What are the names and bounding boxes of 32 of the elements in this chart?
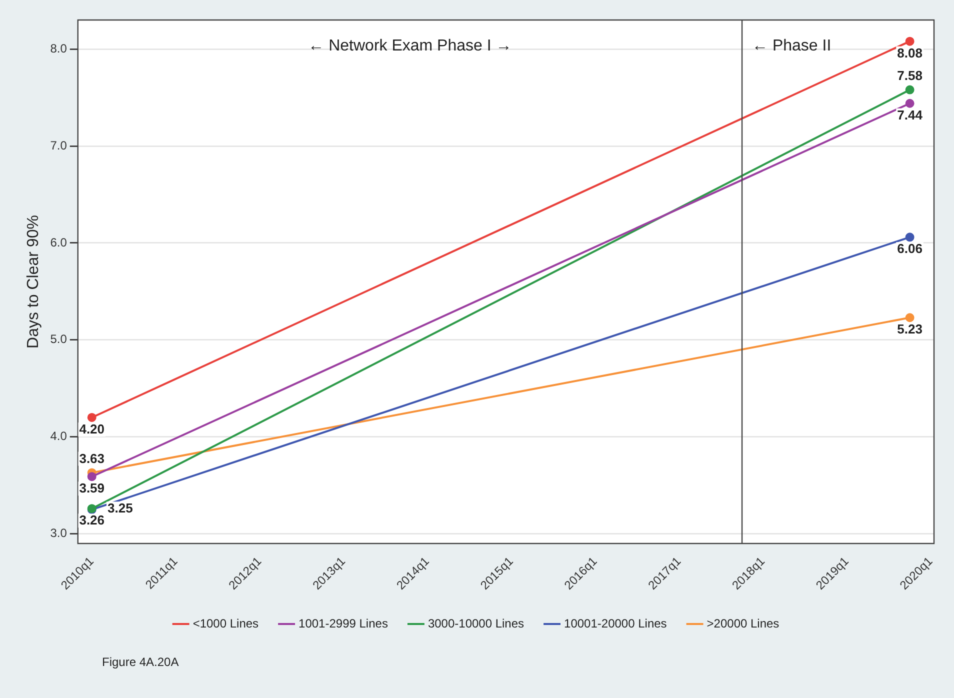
annotation: ← Network Exam Phase I →	[308, 37, 512, 54]
y-tick-label: 7.0	[50, 138, 68, 152]
data-label: 6.06	[897, 241, 922, 256]
point	[87, 472, 96, 482]
legend-label: >20000 Lines	[706, 616, 780, 630]
point	[905, 98, 914, 108]
y-axis-title: Days to Clear 90%	[25, 215, 42, 348]
y-tick-label: 3.0	[50, 526, 68, 540]
legend-label: 3000-10000 Lines	[428, 616, 524, 630]
data-label: 3.25	[108, 500, 133, 516]
data-label: 3.63	[79, 450, 105, 466]
point	[905, 232, 914, 242]
y-tick-label: 5.0	[50, 332, 68, 346]
data-label: 7.58	[897, 68, 922, 83]
legend-label: 10001-20000 Lines	[564, 616, 667, 630]
y-tick-label: 4.0	[50, 429, 68, 444]
point	[905, 313, 914, 322]
data-label: 3.59	[79, 480, 105, 496]
y-tick-label: 8.0	[50, 41, 68, 56]
data-label: 4.20	[79, 422, 105, 437]
legend-label: <1000 Lines	[192, 616, 259, 630]
point	[87, 412, 96, 422]
data-label: 3.26	[79, 512, 105, 528]
legend-label: 1001-2999 Lines	[298, 616, 388, 630]
data-label: 7.44	[897, 107, 924, 122]
data-label: 5.23	[897, 322, 922, 337]
point	[905, 36, 914, 46]
point	[905, 85, 914, 94]
y-tick-label: 6.0	[50, 235, 68, 250]
caption: Figure 4A.20A	[102, 655, 179, 669]
data-label: 8.08	[897, 45, 922, 60]
annotation: ← Phase II	[752, 37, 832, 54]
